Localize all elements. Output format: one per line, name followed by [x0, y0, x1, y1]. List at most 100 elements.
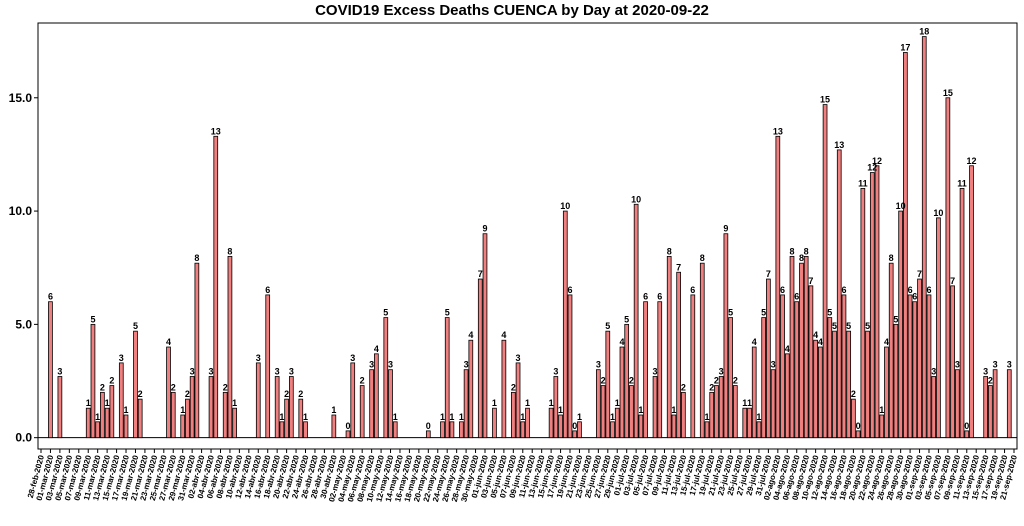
data-label: 1 — [331, 405, 336, 415]
bar — [964, 430, 970, 439]
data-label: 15 — [820, 95, 830, 105]
bar — [681, 391, 686, 439]
data-label: 3 — [719, 366, 724, 376]
bar — [463, 369, 469, 439]
bar — [921, 36, 927, 439]
bars-layer — [48, 36, 1012, 439]
data-label: 2 — [709, 382, 714, 392]
data-label: 1 — [577, 412, 582, 422]
bar — [133, 330, 138, 439]
bar — [440, 421, 445, 439]
data-label: 2 — [109, 376, 114, 386]
y-axis: 0.0 5.0 10.0 15.0 — [9, 91, 38, 445]
bar — [969, 165, 974, 439]
bar — [90, 323, 96, 439]
data-label: 4 — [752, 337, 757, 347]
data-label: 0 — [426, 421, 431, 431]
bar — [888, 262, 894, 439]
data-label: 1 — [615, 398, 620, 408]
bar — [794, 301, 800, 439]
data-label: 1 — [520, 412, 525, 422]
bar — [851, 398, 856, 439]
data-label: 2 — [223, 382, 228, 392]
bar — [917, 278, 922, 439]
data-label: 9 — [482, 224, 487, 234]
data-label: 5 — [445, 308, 450, 318]
bar — [383, 317, 389, 439]
bar — [525, 407, 530, 439]
data-label: 3 — [350, 353, 355, 363]
data-label: 1 — [95, 412, 100, 422]
data-label: 12 — [867, 163, 877, 173]
bar — [95, 421, 101, 439]
data-label: 2 — [138, 389, 143, 399]
bar — [477, 278, 483, 439]
data-label: 1 — [279, 412, 284, 422]
plot-frame — [37, 22, 1018, 450]
data-label: 7 — [950, 276, 955, 286]
data-label: 3 — [369, 360, 374, 370]
data-label: 3 — [516, 353, 521, 363]
data-label: 1 — [180, 405, 185, 415]
data-label: 6 — [841, 285, 846, 295]
bar — [855, 430, 861, 439]
bar — [392, 421, 398, 439]
y-tick-label: 0.0 — [15, 431, 32, 445]
data-label: 4 — [374, 344, 379, 354]
data-label: 8 — [804, 246, 809, 256]
data-label: 8 — [700, 253, 705, 263]
bar — [166, 346, 171, 439]
data-label: 6 — [657, 292, 662, 302]
data-label: 4 — [166, 337, 171, 347]
bar — [728, 317, 733, 439]
bar — [577, 421, 582, 439]
data-label: 2 — [601, 376, 606, 386]
bar — [813, 339, 818, 439]
data-label: 3 — [464, 360, 469, 370]
bar — [657, 301, 663, 439]
bar — [822, 104, 828, 439]
data-label: 1 — [742, 398, 747, 408]
data-label: 1 — [459, 412, 464, 422]
bar — [846, 330, 852, 439]
data-label: 10 — [933, 208, 943, 218]
data-label: 3 — [955, 360, 960, 370]
bar — [936, 217, 941, 439]
data-label: 4 — [813, 330, 818, 340]
bar — [118, 362, 124, 439]
bar — [265, 294, 271, 439]
bar — [784, 353, 790, 439]
data-label: 1 — [449, 412, 454, 422]
bar — [836, 149, 842, 439]
bar — [898, 210, 903, 439]
bar — [714, 385, 719, 439]
bar — [1006, 369, 1012, 439]
data-label: 8 — [227, 246, 232, 256]
bar — [652, 376, 658, 439]
data-label: 1 — [440, 412, 445, 422]
data-label: 2 — [988, 376, 993, 386]
data-label: 17 — [900, 42, 910, 52]
bar — [180, 414, 186, 439]
data-label: 3 — [553, 366, 558, 376]
bar — [983, 376, 988, 439]
bar — [709, 391, 715, 439]
data-label: 3 — [771, 360, 776, 370]
bar — [869, 172, 875, 439]
data-label: 0 — [572, 421, 577, 431]
bar — [600, 385, 606, 439]
bar — [912, 301, 918, 439]
data-label: 6 — [643, 292, 648, 302]
bar — [874, 165, 880, 439]
bar — [303, 421, 308, 439]
data-label: 7 — [917, 269, 922, 279]
data-label: 5 — [827, 308, 832, 318]
data-label: 1 — [303, 412, 308, 422]
data-label: 10 — [896, 201, 906, 211]
data-label: 3 — [653, 366, 658, 376]
data-label: 15 — [943, 88, 953, 98]
data-label: 3 — [388, 360, 393, 370]
data-label: 3 — [209, 366, 214, 376]
bar — [945, 97, 951, 439]
bar — [742, 407, 748, 439]
